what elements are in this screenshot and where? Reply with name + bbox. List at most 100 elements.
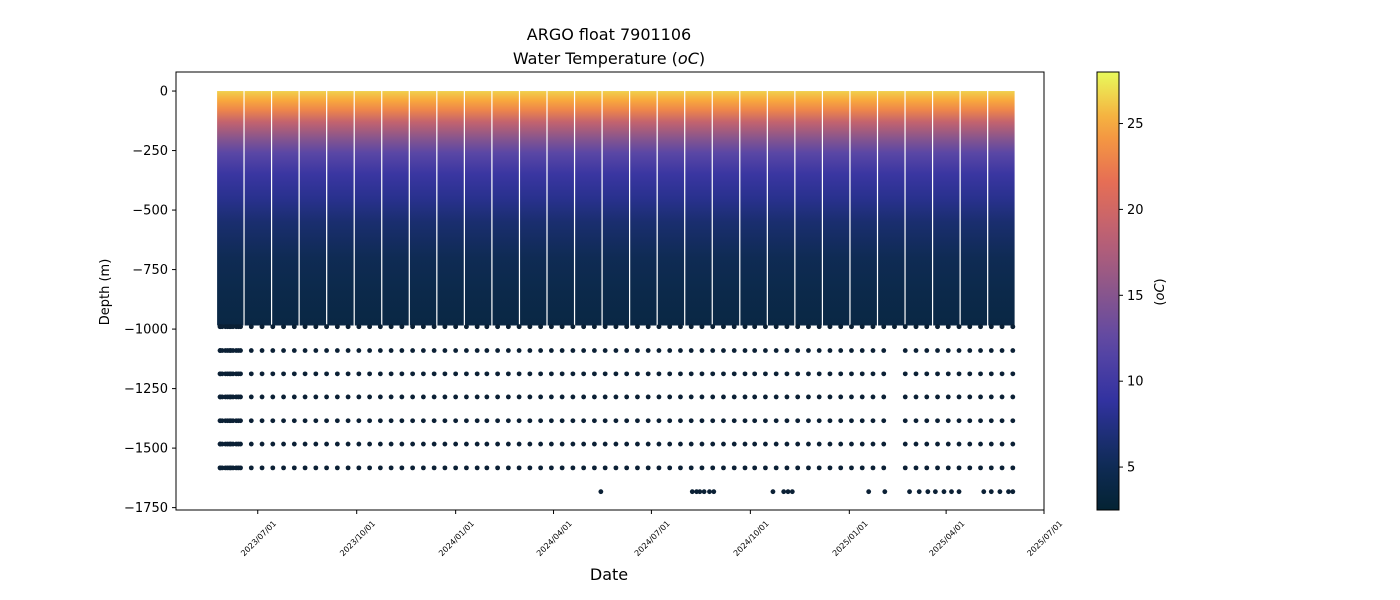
deep-sample-point (484, 348, 490, 353)
deep-sample-point (399, 394, 405, 400)
deep-sample-point (988, 441, 994, 447)
deep-sample-point (688, 371, 694, 377)
sparse-deep-point (916, 489, 922, 495)
deep-sample-point (624, 441, 630, 447)
colorbar-frame (1096, 71, 1120, 511)
deep-sample-point (967, 371, 973, 377)
sparse-deep-point (770, 489, 776, 495)
deep-sample-point (495, 348, 500, 353)
deep-sample-point (763, 418, 768, 424)
deep-sample-point (838, 348, 844, 353)
deep-sample-point (548, 465, 554, 471)
deep-sample-point (281, 418, 286, 424)
deep-sample-point (399, 465, 405, 471)
deep-sample-point (924, 324, 930, 330)
x-tick-label: 2024/04/01 (535, 519, 574, 558)
profile-block (299, 91, 327, 326)
sparse-deep-point (988, 489, 994, 495)
deep-sample-point (453, 324, 459, 330)
deep-sample-point (773, 441, 779, 447)
deep-sample-point (924, 441, 930, 447)
deep-sample-point (484, 465, 490, 471)
deep-sample-point (559, 394, 565, 400)
deep-sample-point (602, 348, 608, 353)
deep-sample-point (710, 371, 716, 377)
sparse-deep-point (785, 489, 791, 495)
deep-sample-point (334, 324, 340, 330)
deep-sample-point (849, 465, 854, 471)
sparse-deep-point (907, 489, 912, 495)
deep-sample-point (313, 418, 319, 424)
deep-sample-point (345, 441, 351, 447)
sparse-deep-point (711, 489, 717, 495)
deep-sample-point (345, 371, 351, 377)
plot-frame (175, 71, 1045, 511)
deep-sample-point (259, 465, 265, 471)
deep-sample-point (678, 348, 683, 353)
profile-block (464, 91, 492, 326)
deep-sample-point (453, 441, 459, 447)
deep-sample-point (259, 371, 265, 377)
profile-block (492, 91, 519, 326)
deep-sample-point (699, 441, 705, 447)
y-tick-label: −1500 (124, 442, 168, 457)
deep-sample-point (302, 465, 308, 471)
deep-sample-point (849, 348, 854, 353)
deep-sample-point (945, 394, 951, 400)
deep-sample-point (806, 371, 811, 377)
deep-sample-point (988, 324, 994, 330)
deep-sample-point (484, 441, 490, 447)
deep-sample-point (913, 348, 919, 353)
deep-sample-point (731, 324, 737, 330)
deep-sample-point (1010, 324, 1016, 330)
deep-sample-point (516, 441, 522, 447)
deep-sample-point (464, 371, 469, 377)
deep-sample-point (324, 371, 329, 377)
profile-block (795, 91, 822, 326)
deep-sample-point (678, 441, 683, 447)
y-tick-label: 0 (160, 85, 168, 100)
deep-sample-point (235, 441, 241, 447)
profile-block (327, 91, 354, 326)
temperature-profiles (217, 91, 1016, 330)
deep-sample-point (516, 324, 522, 330)
deep-sample-point (645, 348, 651, 353)
deep-sample-point (442, 394, 448, 400)
deep-sample-point (495, 371, 500, 377)
deep-sample-point (656, 324, 662, 330)
deep-sample-point (410, 324, 416, 330)
deep-sample-point (259, 348, 265, 353)
deep-sample-point (742, 418, 748, 424)
deep-sample-point (988, 348, 994, 353)
deep-sample-point (806, 394, 811, 400)
deep-sample-point (763, 348, 768, 353)
deep-sample-point (913, 324, 919, 330)
deep-sample-point (742, 348, 748, 353)
deep-sample-point (235, 324, 241, 330)
deep-sample-point (784, 465, 790, 471)
deep-sample-point (495, 324, 500, 330)
deep-sample-point (505, 371, 511, 377)
deep-sample-point (356, 348, 362, 353)
deep-sample-point (806, 465, 811, 471)
sparse-deep-point (925, 489, 931, 495)
deep-sample-point (624, 324, 630, 330)
deep-sample-point (377, 394, 383, 400)
deep-sample-point (870, 348, 876, 353)
sparse-deep-point (941, 489, 947, 495)
deep-sample-point (602, 324, 608, 330)
deep-sample-point (367, 441, 373, 447)
y-tick-label: −500 (132, 204, 168, 219)
deep-sample-point (235, 371, 241, 377)
deep-sample-point (559, 418, 565, 424)
deep-sample-point (721, 324, 726, 330)
deep-sample-point (678, 465, 683, 471)
deep-sample-point (367, 348, 373, 353)
profile-block (823, 91, 850, 326)
deep-sample-point (827, 371, 833, 377)
deep-sample-point (270, 418, 276, 424)
deep-sample-point (656, 465, 662, 471)
deep-sample-point (248, 465, 254, 471)
deep-sample-point (356, 418, 362, 424)
